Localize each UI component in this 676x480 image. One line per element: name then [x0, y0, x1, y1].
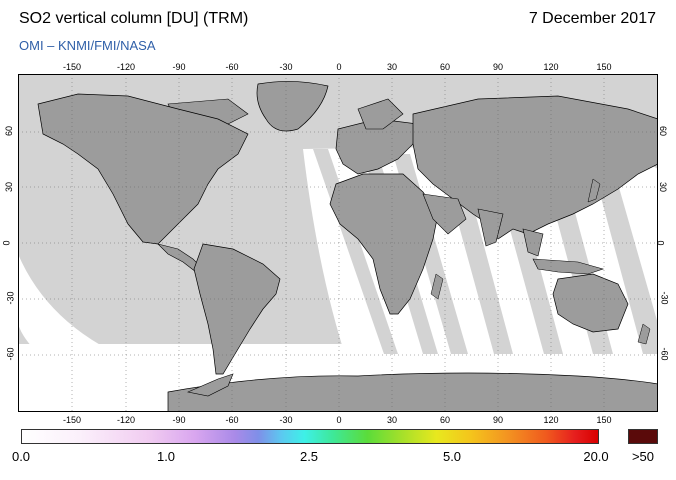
colorbar-label: 5.0: [442, 449, 462, 464]
top-lon-tick: 150: [596, 62, 612, 72]
land-greenland: [256, 81, 329, 132]
top-lon-tick: -30: [279, 62, 293, 72]
colorbar-label: 2.5: [299, 449, 319, 464]
top-lon-tick: -120: [116, 62, 136, 72]
land-antarctica: [167, 372, 658, 412]
map-title: SO2 vertical column [DU] (TRM): [19, 10, 249, 27]
top-lon-tick: 120: [543, 62, 559, 72]
map-date: 7 December 2017: [528, 10, 656, 27]
land-africa: [329, 173, 439, 315]
bottom-lon-tick: -120: [116, 415, 136, 425]
left-lat-tick: 0: [1, 240, 12, 246]
colorbar-label: 1.0: [156, 449, 176, 464]
left-lat-tick: -30: [5, 291, 16, 305]
left-lat-tick: 60: [4, 125, 15, 137]
land-australia: [552, 273, 629, 333]
colorbar: [21, 429, 599, 444]
right-lat-tick: -60: [659, 347, 670, 361]
land-japan: [587, 178, 601, 203]
bottom-lon-tick: 120: [543, 415, 559, 425]
land-new-zealand: [637, 323, 651, 345]
right-lat-tick: 60: [658, 125, 669, 137]
land-antarctic-peninsula: [187, 373, 234, 397]
top-lon-tick: 60: [439, 62, 451, 72]
top-lon-tick: -90: [172, 62, 186, 72]
colorbar-label: 0.0: [11, 449, 31, 464]
bottom-lon-tick: 150: [596, 415, 612, 425]
graticule: [18, 74, 658, 412]
top-lon-tick: 90: [492, 62, 504, 72]
bottom-lon-tick: 90: [492, 415, 504, 425]
land-india: [477, 208, 504, 247]
right-lat-tick: 30: [658, 181, 669, 193]
top-lon-tick: -150: [62, 62, 82, 72]
bottom-lon-tick: 60: [439, 415, 451, 425]
land-europe: [335, 118, 419, 175]
land-southeast-asia: [522, 228, 544, 257]
colorbar-label: >50: [631, 449, 655, 464]
top-lon-tick: -60: [225, 62, 239, 72]
bottom-lon-tick: -60: [225, 415, 239, 425]
right-lat-tick: -30: [659, 291, 670, 305]
land-north-america: [37, 93, 249, 245]
top-lon-tick: 30: [386, 62, 398, 72]
land-indonesia: [532, 258, 605, 275]
swath-west-1: [18, 254, 188, 379]
bottom-lon-tick: -30: [279, 415, 293, 425]
land-south-america: [193, 243, 281, 375]
left-lat-tick: -60: [5, 347, 16, 361]
top-lon-tick: 0: [336, 62, 342, 72]
so2-world-map: [18, 74, 658, 412]
bottom-lon-tick: -150: [62, 415, 82, 425]
colorbar-max-swatch: [628, 429, 658, 444]
credit-line: OMI – KNMI/FMI/NASA: [19, 38, 156, 53]
colorbar-label: 20.0: [583, 449, 609, 464]
land-arabia: [422, 193, 467, 235]
bottom-lon-tick: -90: [172, 415, 186, 425]
bottom-lon-tick: 30: [386, 415, 398, 425]
bottom-lon-tick: 0: [336, 415, 342, 425]
swath-gap: [588, 149, 658, 354]
left-lat-tick: 30: [4, 181, 15, 193]
swath-southeast: [338, 339, 658, 374]
